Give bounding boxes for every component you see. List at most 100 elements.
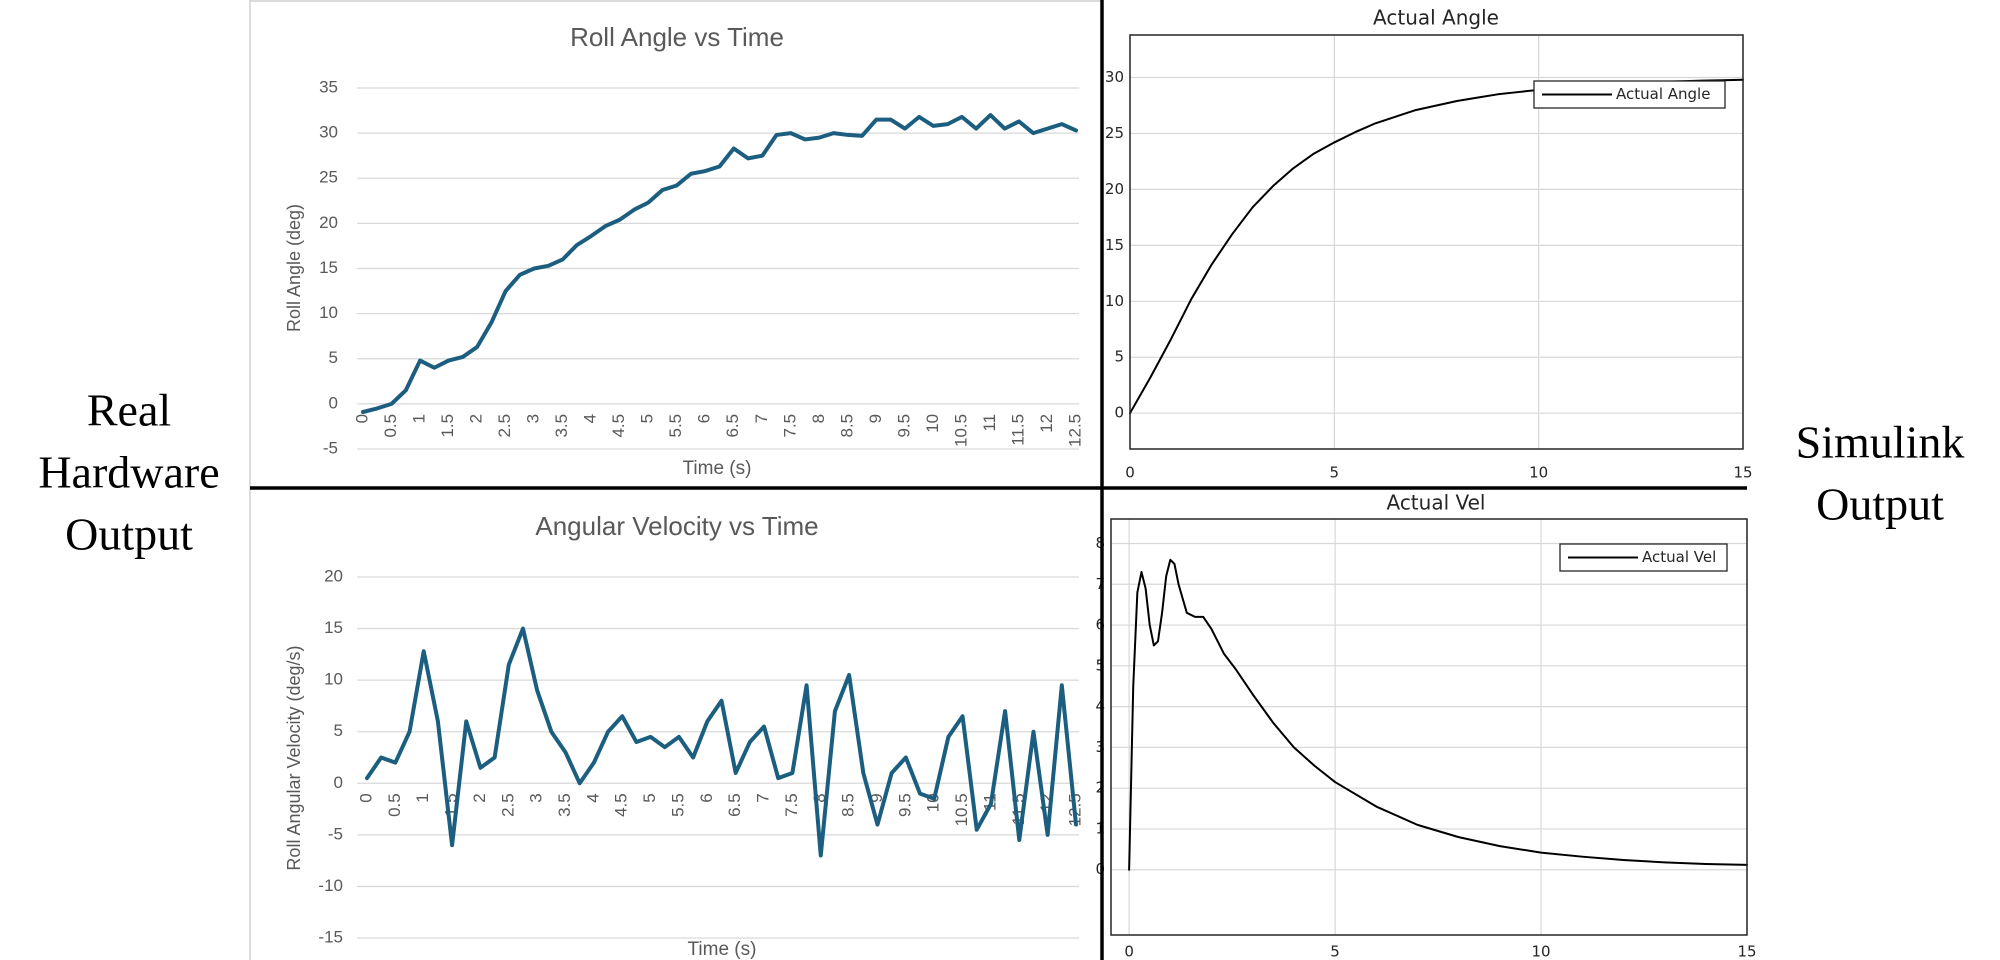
x-tick-label: 9.5 bbox=[895, 793, 914, 817]
y-tick-label: 5 bbox=[1114, 348, 1124, 366]
x-tick-label: 10 bbox=[1529, 464, 1548, 482]
x-tick-label: 9 bbox=[867, 793, 886, 802]
y-tick-label: -15 bbox=[318, 927, 343, 946]
x-tick-label: 6.5 bbox=[725, 793, 744, 817]
y-tick-label: 25 bbox=[1105, 124, 1124, 142]
axes-box bbox=[1110, 518, 1748, 936]
x-tick-label: 4 bbox=[583, 793, 602, 802]
x-tick-label: 8 bbox=[809, 414, 828, 423]
side-label: Output bbox=[65, 509, 193, 560]
legend-label: Actual Vel bbox=[1642, 548, 1716, 566]
x-tick-label: 9.5 bbox=[894, 414, 913, 438]
x-tick-label: 6 bbox=[695, 414, 714, 423]
x-tick-label: 1.5 bbox=[438, 414, 457, 438]
x-tick-label: 2 bbox=[467, 414, 486, 423]
x-tick-label: 10 bbox=[1531, 943, 1550, 960]
y-tick-label: 7 bbox=[1095, 575, 1105, 593]
x-tick-label: 1 bbox=[413, 793, 432, 802]
x-tick-label: 6.5 bbox=[723, 414, 742, 438]
x-axis-title: Time (s) bbox=[683, 458, 752, 479]
x-tick-label: 6 bbox=[697, 793, 716, 802]
x-tick-label: 2 bbox=[470, 793, 489, 802]
x-tick-label: 11 bbox=[980, 414, 999, 432]
x-tick-label: 2.5 bbox=[498, 793, 517, 817]
data-line bbox=[365, 626, 1078, 858]
x-tick-label: 10.5 bbox=[951, 414, 970, 447]
x-tick-label: 0.5 bbox=[385, 793, 404, 817]
y-tick-label: 5 bbox=[1095, 656, 1105, 674]
y-tick-label: -5 bbox=[328, 824, 343, 843]
x-tick-label: 5 bbox=[1330, 464, 1340, 482]
data-line bbox=[1128, 558, 1748, 871]
x-tick-label: 3 bbox=[524, 414, 543, 423]
x-tick-label: 2.5 bbox=[495, 414, 514, 438]
x-tick-label: 3.5 bbox=[555, 793, 574, 817]
x-tick-label: 0 bbox=[1125, 464, 1135, 482]
y-tick-label: 2 bbox=[1095, 779, 1105, 797]
x-tick-label: 5 bbox=[1330, 943, 1340, 960]
x-tick-label: 1 bbox=[410, 414, 429, 423]
y-tick-label: 8 bbox=[1095, 534, 1105, 552]
y-tick-label: 15 bbox=[1105, 236, 1124, 254]
x-tick-label: 7.5 bbox=[780, 414, 799, 438]
x-tick-label: 0.5 bbox=[381, 414, 400, 438]
x-axis-title: Time (s) bbox=[688, 939, 757, 960]
x-tick-label: 4.5 bbox=[609, 414, 628, 438]
x-tick-label: 5.5 bbox=[668, 793, 687, 817]
x-tick-label: 4 bbox=[581, 414, 600, 423]
y-tick-label: 4 bbox=[1095, 697, 1105, 715]
x-tick-label: 5.5 bbox=[666, 414, 685, 438]
x-tick-label: 12 bbox=[1037, 414, 1056, 433]
y-tick-label: 10 bbox=[1105, 292, 1124, 310]
x-tick-label: 3 bbox=[527, 793, 546, 802]
x-tick-label: 7 bbox=[754, 793, 773, 802]
x-tick-label: 10 bbox=[923, 414, 942, 433]
side-label: Real bbox=[87, 385, 171, 436]
x-tick-label: 12.5 bbox=[1065, 414, 1084, 447]
y-tick-label: 0 bbox=[329, 393, 338, 412]
x-tick-label: 0 bbox=[352, 414, 371, 423]
y-tick-label: 20 bbox=[324, 566, 343, 585]
y-tick-label: 0 bbox=[1114, 404, 1124, 422]
y-tick-label: 15 bbox=[324, 618, 343, 637]
axes-box bbox=[1129, 34, 1744, 450]
x-tick-label: 5 bbox=[640, 793, 659, 802]
x-tick-label: 7 bbox=[752, 414, 771, 423]
x-tick-label: 15 bbox=[1733, 464, 1752, 482]
chart-title: Actual Angle bbox=[1373, 6, 1499, 30]
chart-title: Roll Angle vs Time bbox=[570, 22, 784, 52]
y-tick-label: 15 bbox=[319, 258, 338, 277]
legend-label: Actual Angle bbox=[1616, 85, 1710, 103]
x-tick-label: 8.5 bbox=[839, 793, 858, 817]
x-tick-label: 5 bbox=[638, 414, 657, 423]
x-tick-label: 7.5 bbox=[782, 793, 801, 817]
y-tick-label: 5 bbox=[334, 721, 343, 740]
y-tick-label: 20 bbox=[1105, 180, 1124, 198]
y-tick-label: 35 bbox=[319, 77, 338, 96]
y-tick-label: 0 bbox=[334, 773, 343, 792]
y-tick-label: 1 bbox=[1095, 819, 1105, 837]
x-tick-label: 3.5 bbox=[552, 414, 571, 438]
side-label: Hardware bbox=[38, 447, 219, 498]
y-tick-label: 0 bbox=[1095, 860, 1105, 878]
y-tick-label: 10 bbox=[324, 670, 343, 689]
y-tick-label: 30 bbox=[1105, 68, 1124, 86]
y-tick-label: -10 bbox=[318, 876, 343, 895]
plot-area bbox=[1111, 519, 1747, 935]
x-tick-label: 15 bbox=[1737, 943, 1756, 960]
x-tick-label: 4.5 bbox=[612, 793, 631, 817]
x-tick-label: 8.5 bbox=[837, 414, 856, 438]
y-tick-label: 20 bbox=[319, 213, 338, 232]
y-tick-label: 6 bbox=[1095, 616, 1105, 634]
x-tick-label: 10.5 bbox=[952, 793, 971, 826]
y-axis-title: Roll Angular Velocity (deg/s) bbox=[284, 645, 304, 870]
x-tick-label: 0 bbox=[1124, 943, 1134, 960]
data-line bbox=[361, 113, 1078, 414]
y-tick-label: 30 bbox=[319, 123, 338, 142]
y-tick-label: -5 bbox=[323, 438, 338, 457]
x-tick-label: 0 bbox=[356, 793, 375, 802]
y-tick-label: 10 bbox=[319, 303, 338, 322]
x-tick-label: 11.5 bbox=[1008, 414, 1027, 446]
y-axis-title: Roll Angle (deg) bbox=[284, 204, 304, 332]
